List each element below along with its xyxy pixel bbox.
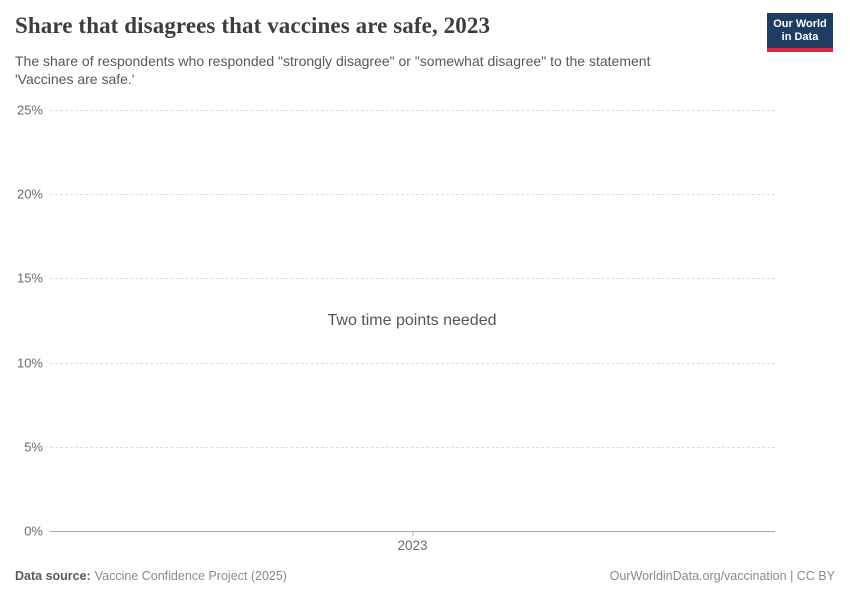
owid-logo-line2: in Data bbox=[781, 31, 819, 43]
license-link[interactable]: OurWorldinData.org/vaccination | CC BY bbox=[609, 569, 835, 583]
gridline bbox=[50, 446, 775, 448]
chart-subtitle: The share of respondents who responded "… bbox=[15, 53, 651, 88]
gridline bbox=[50, 110, 775, 111]
data-source-label: Data source: bbox=[15, 569, 91, 583]
empty-state-message: Two time points needed bbox=[327, 312, 497, 329]
y-axis-tick-label: 15% bbox=[16, 270, 43, 286]
chart-footer: Data source: Vaccine Confidence Project (… bbox=[15, 569, 835, 583]
owid-logo[interactable]: Our World in Data bbox=[767, 13, 833, 52]
owid-logo-line1: Our World bbox=[773, 18, 827, 30]
y-axis-tick-label: 10% bbox=[16, 355, 43, 371]
chart-title: Share that disagrees that vaccines are s… bbox=[15, 13, 491, 38]
data-source: Data source: Vaccine Confidence Project (… bbox=[15, 569, 287, 583]
y-axis-tick-label: 0% bbox=[24, 523, 43, 539]
gridline bbox=[50, 194, 775, 196]
gridline bbox=[50, 278, 775, 280]
data-source-value: Vaccine Confidence Project (2025) bbox=[94, 569, 287, 583]
y-axis-tick-label: 20% bbox=[16, 186, 43, 202]
gridline bbox=[50, 362, 775, 364]
y-axis-tick-label: 25% bbox=[16, 102, 43, 118]
y-axis-tick-label: 5% bbox=[24, 439, 43, 455]
x-axis-tick-mark bbox=[412, 531, 413, 536]
x-axis-tick-label: 2023 bbox=[397, 538, 428, 553]
